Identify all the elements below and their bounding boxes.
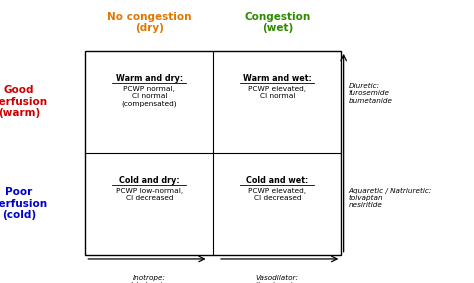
Text: PCWP elevated,
CI normal: PCWP elevated, CI normal — [248, 86, 306, 99]
Text: Cold and dry:: Cold and dry: — [119, 176, 180, 185]
Text: Cold and wet:: Cold and wet: — [246, 176, 309, 185]
Text: No congestion
(dry): No congestion (dry) — [107, 12, 191, 33]
Text: Warm and dry:: Warm and dry: — [116, 74, 183, 83]
Text: Poor
perfusion
(cold): Poor perfusion (cold) — [0, 187, 47, 220]
Text: Congestion
(wet): Congestion (wet) — [244, 12, 310, 33]
Text: Diuretic:
furosemide
bumetanide: Diuretic: furosemide bumetanide — [348, 83, 392, 104]
Text: Vasodilator:
nitroglycerine
nitroprusside: Vasodilator: nitroglycerine nitroprussid… — [252, 275, 302, 283]
Text: PCWP normal,
CI normal
(compensated): PCWP normal, CI normal (compensated) — [121, 86, 177, 107]
Text: Good
perfusion
(warm): Good perfusion (warm) — [0, 85, 47, 119]
Text: Warm and wet:: Warm and wet: — [243, 74, 312, 83]
Bar — [85, 51, 341, 255]
Text: PCWP elevated,
CI decreased: PCWP elevated, CI decreased — [248, 188, 306, 201]
Text: Aquaretic / Natriuretic:
tolvaptan
nesiritide: Aquaretic / Natriuretic: tolvaptan nesir… — [348, 188, 432, 209]
Text: Inotrope:
dobutamine
milrinone: Inotrope: dobutamine milrinone — [128, 275, 171, 283]
Text: PCWP low-normal,
CI decreased: PCWP low-normal, CI decreased — [116, 188, 183, 201]
